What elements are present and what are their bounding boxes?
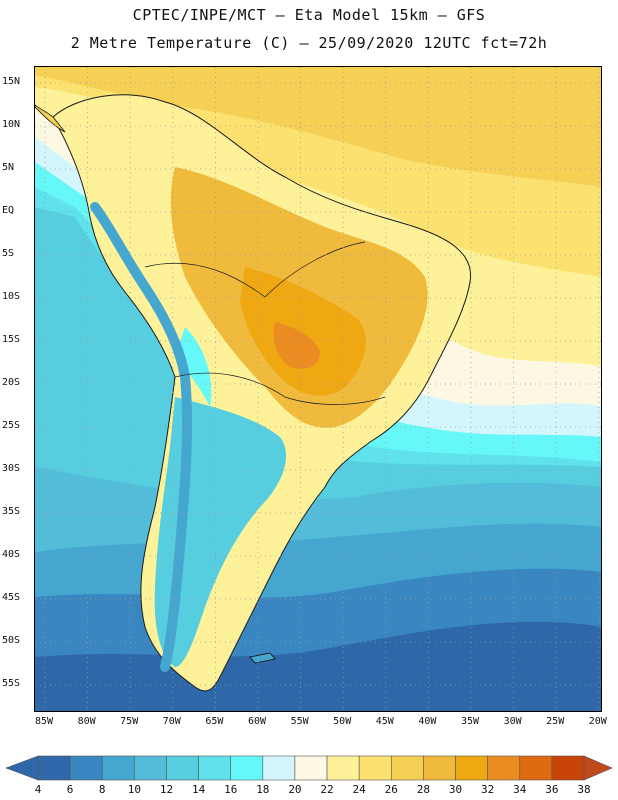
colorbar-segment bbox=[37, 755, 71, 781]
colorbar-label: 20 bbox=[288, 783, 302, 796]
colorbar-segment bbox=[166, 755, 199, 781]
colorbar-segment bbox=[101, 755, 135, 781]
falkland-islands bbox=[249, 652, 276, 664]
country-borders bbox=[144, 241, 386, 405]
longitude-label: 25W bbox=[546, 716, 565, 727]
longitude-label: 80W bbox=[77, 716, 96, 727]
latitude-label: 25S bbox=[2, 420, 21, 431]
land-hottest-core bbox=[273, 322, 320, 369]
longitude-label: 85W bbox=[34, 716, 54, 727]
temperature-map bbox=[35, 67, 601, 711]
longitude-label: 20W bbox=[588, 716, 607, 727]
colorbar-segment bbox=[423, 755, 456, 781]
colorbar-label: 10 bbox=[127, 783, 141, 796]
longitude-label: 50W bbox=[333, 716, 352, 727]
colorbar-segment bbox=[230, 755, 264, 781]
colorbar-segment bbox=[198, 755, 232, 781]
colorbar-segment bbox=[390, 755, 424, 781]
colorbar-segment bbox=[551, 755, 585, 781]
field-band-26 bbox=[35, 67, 601, 187]
colorbar-segment bbox=[134, 755, 167, 781]
colorbar-label: 32 bbox=[481, 783, 495, 796]
longitude-label: 75W bbox=[120, 716, 139, 727]
latitude-label: 5S bbox=[2, 248, 15, 259]
colorbar-under-arrow bbox=[5, 755, 39, 781]
latitude-label: 55S bbox=[2, 678, 21, 689]
colorbar-segment bbox=[326, 755, 360, 781]
colorbar-segment bbox=[262, 755, 296, 781]
map-frame bbox=[34, 66, 602, 712]
latitude-label: 10S bbox=[2, 291, 21, 302]
latitude-label: 15S bbox=[2, 334, 21, 345]
colorbar-label: 6 bbox=[66, 783, 74, 796]
colorbar bbox=[5, 755, 613, 781]
latitude-label: 35S bbox=[2, 506, 21, 517]
colorbar-label: 34 bbox=[513, 783, 527, 796]
colorbar-segment bbox=[294, 755, 328, 781]
colorbar-label: 8 bbox=[98, 783, 106, 796]
latitude-label: 45S bbox=[2, 592, 21, 603]
colorbar-label: 38 bbox=[577, 783, 591, 796]
colorbar-label: 26 bbox=[384, 783, 398, 796]
colorbar-label: 36 bbox=[545, 783, 559, 796]
longitude-label: 65W bbox=[205, 716, 224, 727]
central-america bbox=[35, 104, 66, 133]
longitude-label: 70W bbox=[162, 716, 181, 727]
colorbar-segment bbox=[519, 755, 553, 781]
latitude-label: 30S bbox=[2, 463, 21, 474]
latitude-label: 5N bbox=[2, 162, 15, 173]
colorbar-label: 4 bbox=[34, 783, 42, 796]
longitude-label: 40W bbox=[418, 716, 437, 727]
colorbar-segment bbox=[487, 755, 521, 781]
chart-title: CPTEC/INPE/MCT – Eta Model 15km – GFS bbox=[132, 6, 486, 24]
colorbar-label: 28 bbox=[416, 783, 431, 796]
latitude-label: 20S bbox=[2, 377, 21, 388]
colorbar-segment bbox=[358, 755, 392, 781]
chart-subtitle: 2 Metre Temperature (C) – 25/09/2020 12U… bbox=[70, 34, 548, 52]
latitude-label: 50S bbox=[2, 635, 21, 646]
colorbar-label: 12 bbox=[159, 783, 174, 796]
land-hot-core bbox=[240, 267, 366, 396]
colorbar-segment bbox=[69, 755, 103, 781]
latitude-label: EQ bbox=[2, 205, 15, 216]
colorbar-label: 14 bbox=[191, 783, 206, 796]
andes-range bbox=[90, 202, 193, 672]
longitude-label: 45W bbox=[375, 716, 394, 727]
longitude-label: 60W bbox=[247, 716, 267, 727]
land-andes-cool bbox=[175, 327, 212, 407]
longitude-label: 55W bbox=[290, 716, 309, 727]
latitude-label: 15N bbox=[2, 76, 21, 87]
latitude-label: 10N bbox=[2, 119, 21, 130]
longitude-label: 35W bbox=[460, 716, 480, 727]
colorbar-label: 30 bbox=[448, 783, 463, 796]
colorbar-segment bbox=[455, 755, 488, 781]
colorbar-label: 22 bbox=[320, 783, 334, 796]
latitude-label: 40S bbox=[2, 549, 21, 560]
colorbar-label: 16 bbox=[224, 783, 238, 796]
colorbar-over-arrow bbox=[583, 755, 613, 781]
colorbar-label: 24 bbox=[352, 783, 366, 796]
longitude-label: 30W bbox=[503, 716, 522, 727]
colorbar-label: 18 bbox=[256, 783, 270, 796]
